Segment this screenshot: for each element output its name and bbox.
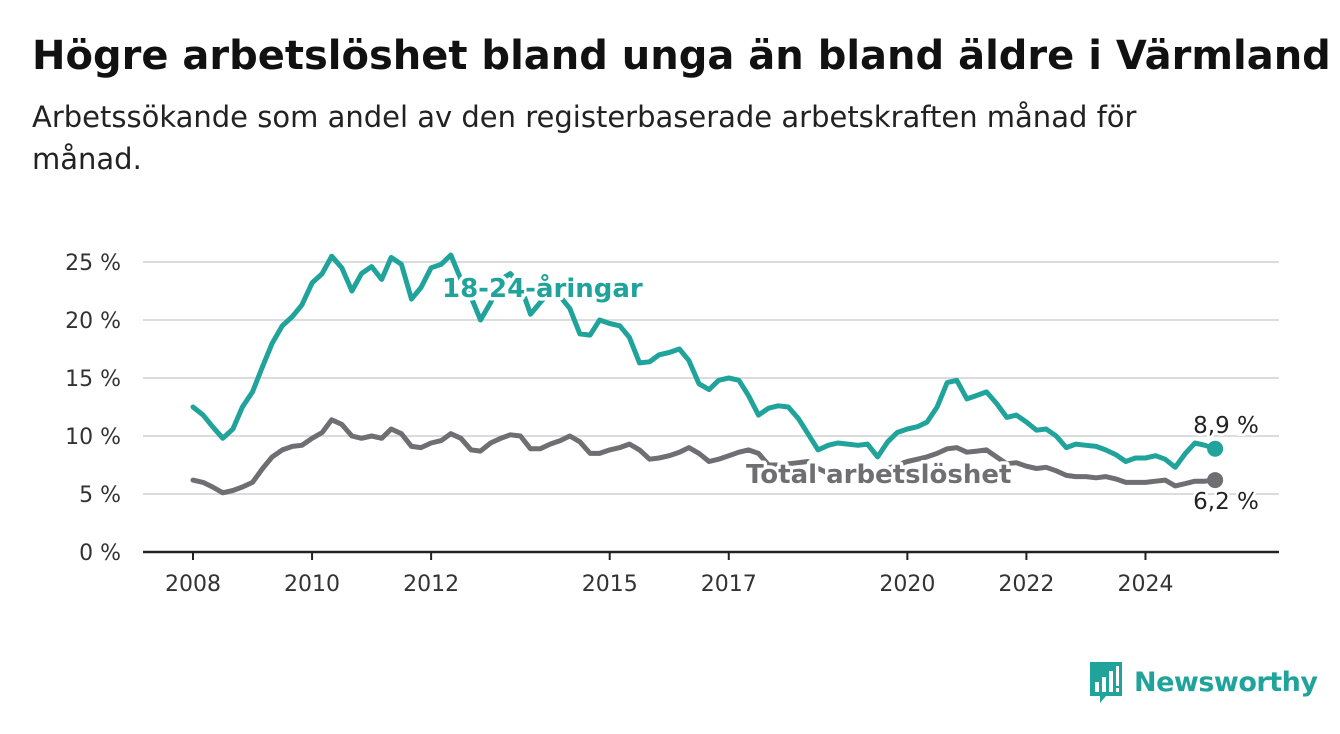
y-tick-label: 0 % <box>79 541 121 566</box>
series-label-total: Total arbetslöshet <box>746 460 1011 490</box>
y-tick-label: 20 % <box>65 309 121 334</box>
series-label-youth: 18-24-åringar <box>442 272 643 304</box>
end-point-youth <box>1207 440 1224 457</box>
x-tick-label: 2012 <box>403 572 459 597</box>
y-axis-ticks: 0 % 5 % 10 % 15 % 20 % 25 % <box>65 251 121 566</box>
end-point-total <box>1207 472 1224 489</box>
series-labels: 18-24-åringar Total arbetslöshet 8,9 % 6,2 … <box>439 269 1262 518</box>
end-label-total: 6,2 % <box>1193 489 1259 515</box>
series-line-total <box>190 417 1218 496</box>
x-tick-label: 2020 <box>879 572 935 597</box>
y-tick-label: 15 % <box>65 367 121 392</box>
x-tick-label: 2017 <box>701 572 757 597</box>
y-tick-label: 10 % <box>65 425 121 450</box>
bar-chart-icon <box>1090 662 1122 703</box>
series-line-youth <box>190 252 1218 470</box>
chart-subtitle: Arbetssökande som andel av den registerb… <box>32 100 1137 176</box>
brand-name: Newsworthy <box>1134 666 1318 698</box>
x-tick-label: 2010 <box>284 572 340 597</box>
x-axis-ticks: 2008 2010 2012 2015 2017 2020 2022 2024 <box>165 552 1173 597</box>
y-tick-label: 5 % <box>79 483 121 508</box>
x-tick-label: 2024 <box>1117 572 1173 597</box>
x-tick-label: 2022 <box>998 572 1054 597</box>
y-tick-label: 25 % <box>65 251 121 276</box>
end-label-youth: 8,9 % <box>1193 413 1259 439</box>
series-lines <box>190 252 1224 496</box>
x-tick-label: 2015 <box>582 572 638 597</box>
chart-title: Högre arbetslöshet bland unga än bland ä… <box>32 33 1331 79</box>
gridlines <box>143 261 1279 554</box>
newsworthy-logo: Newsworthy <box>1088 660 1318 704</box>
x-tick-label: 2008 <box>165 572 221 597</box>
